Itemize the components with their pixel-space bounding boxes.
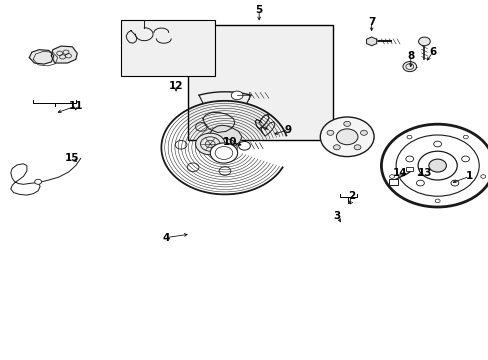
Text: 1: 1	[465, 171, 472, 181]
Text: 6: 6	[428, 47, 435, 57]
Bar	[405, 167, 412, 171]
Polygon shape	[29, 50, 54, 64]
Circle shape	[231, 91, 243, 100]
Polygon shape	[51, 46, 77, 63]
Circle shape	[336, 129, 357, 145]
Polygon shape	[210, 125, 242, 148]
Circle shape	[418, 37, 429, 46]
Text: 8: 8	[407, 51, 413, 61]
Bar	[188, 25, 332, 140]
Circle shape	[353, 145, 360, 150]
Text: 12: 12	[168, 81, 183, 91]
Circle shape	[238, 141, 250, 150]
Bar	[388, 179, 397, 185]
Text: 10: 10	[222, 137, 237, 147]
Bar	[121, 20, 215, 76]
Text: 7: 7	[367, 17, 375, 27]
Text: 13: 13	[417, 168, 432, 178]
Text: 3: 3	[333, 211, 340, 221]
Circle shape	[326, 130, 333, 135]
Text: 14: 14	[392, 168, 407, 178]
Circle shape	[402, 62, 416, 72]
Text: 5: 5	[255, 5, 262, 15]
Circle shape	[210, 143, 237, 163]
Circle shape	[343, 121, 350, 126]
Circle shape	[320, 117, 373, 157]
Circle shape	[381, 124, 488, 207]
Polygon shape	[366, 37, 376, 46]
Circle shape	[360, 130, 366, 135]
Circle shape	[428, 159, 446, 172]
Text: 11: 11	[68, 101, 83, 111]
Text: 15: 15	[65, 153, 80, 163]
Circle shape	[195, 133, 224, 155]
Circle shape	[35, 179, 41, 184]
Text: 2: 2	[348, 191, 355, 201]
Circle shape	[333, 145, 340, 150]
Text: 9: 9	[285, 125, 291, 135]
Text: 4: 4	[162, 233, 170, 243]
